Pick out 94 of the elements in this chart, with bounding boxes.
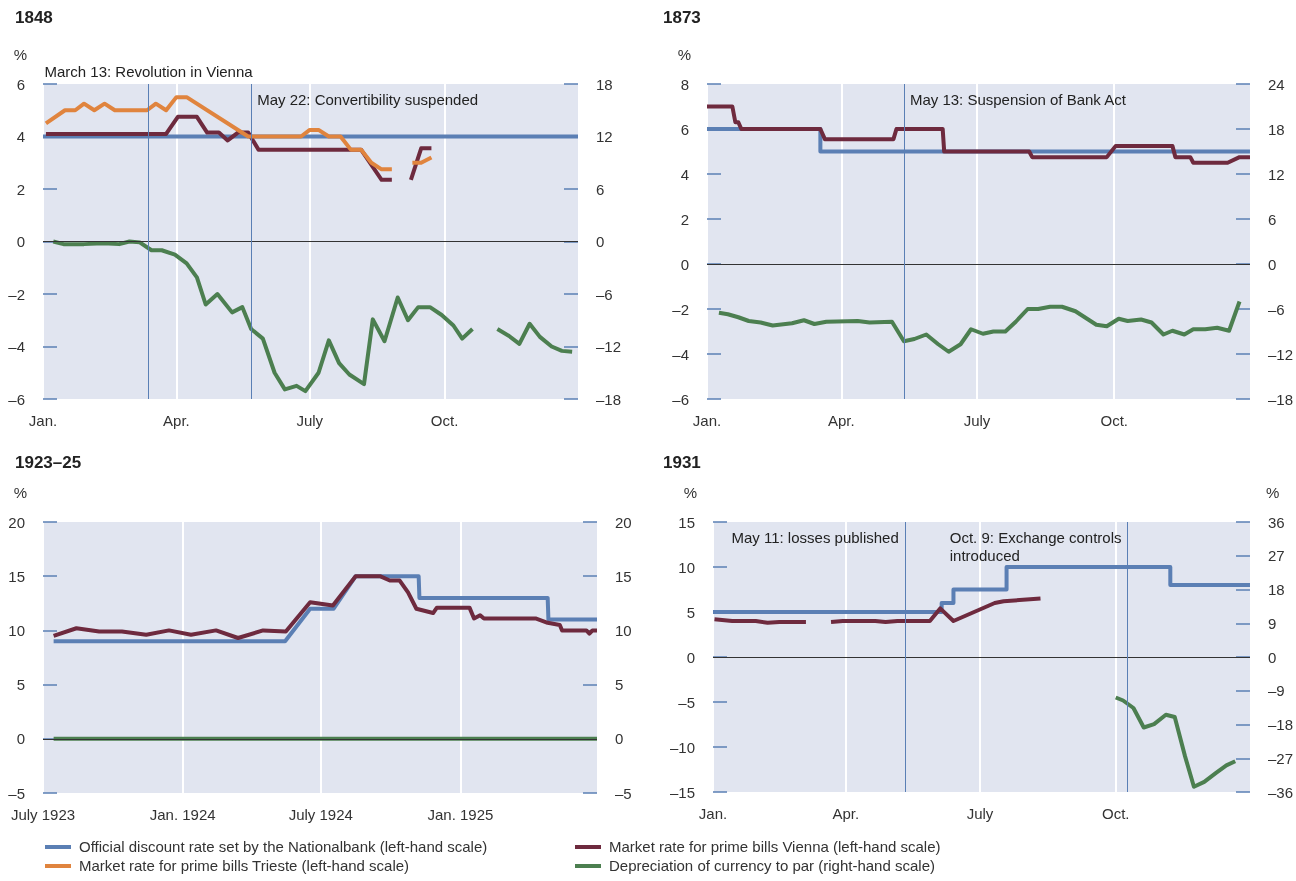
y-tick-label: –6 xyxy=(672,390,689,408)
y2-tick-label: 6 xyxy=(596,180,605,198)
x-tick-label: July 1924 xyxy=(288,806,353,823)
y2-tick-label: 12 xyxy=(1267,165,1285,183)
x-tick-label: Jan. xyxy=(698,805,728,822)
line-series xyxy=(1113,695,1238,789)
ref-line-label: March 13: Revolution in Vienna xyxy=(44,62,254,80)
y-tick-label: 15 xyxy=(8,567,25,585)
y2-tick-label: –36 xyxy=(1267,783,1293,801)
y2-tick-label: –18 xyxy=(1267,390,1293,408)
y2-tick-label: –18 xyxy=(596,390,622,408)
legend-label: Official discount rate set by the Nationalbank (left-hand scale) xyxy=(79,838,488,855)
y2-tick-label: 0 xyxy=(596,233,605,250)
x-tick-label: July xyxy=(296,412,324,429)
y-tick-label: 5 xyxy=(16,676,25,694)
x-tick-label: July xyxy=(966,805,994,822)
y-tick-label: 0 xyxy=(16,730,25,748)
y2-tick-label: 5 xyxy=(615,676,624,694)
ref-line-label: May 11: losses published xyxy=(731,528,899,546)
y-tick-label: 10 xyxy=(678,558,695,576)
y2-tick-label: 6 xyxy=(1267,210,1277,228)
x-tick-label: Jan. 1924 xyxy=(149,806,216,823)
y2-tick-label: –12 xyxy=(596,338,622,355)
y-tick-label: –5 xyxy=(8,784,25,802)
y2-tick-label: 10 xyxy=(615,621,632,639)
ref-line-label: May 13: Suspension of Bank Act xyxy=(909,90,1127,108)
y-tick-label: 10 xyxy=(8,621,25,639)
y-tick-label: 2 xyxy=(16,180,25,198)
y2-tick-label: 36 xyxy=(1267,513,1285,531)
legend-label: Market rate for prime bills Vienna (left-hand scale) xyxy=(609,838,941,855)
y-tick-label: 0 xyxy=(16,233,25,250)
y-tick-label: –2 xyxy=(672,300,689,318)
y-axis-title: % xyxy=(13,46,27,63)
y2-tick-label: –6 xyxy=(1267,300,1285,318)
y2-tick-label: –6 xyxy=(596,285,613,303)
x-tick-label: Jan. xyxy=(28,412,58,429)
y-tick-label: –15 xyxy=(669,783,695,801)
x-tick-label: Oct. xyxy=(1101,805,1130,822)
x-tick-label: Apr. xyxy=(163,412,190,429)
y-tick-label: 20 xyxy=(8,513,25,531)
y-tick-label: 5 xyxy=(686,603,695,621)
y2-tick-label: 27 xyxy=(1267,547,1285,565)
y-tick-label: 8 xyxy=(680,75,689,93)
y-tick-label: –4 xyxy=(672,345,689,363)
y2-tick-label: 20 xyxy=(615,513,632,531)
y2-tick-label: 9 xyxy=(1267,614,1277,632)
y2-tick-label: 0 xyxy=(1267,648,1277,666)
y-tick-label: –5 xyxy=(678,693,695,711)
y2-axis-title: % xyxy=(1265,484,1280,501)
y-tick-label: –10 xyxy=(669,738,695,756)
y-axis-title: % xyxy=(13,484,27,501)
y-tick-label: 15 xyxy=(678,513,695,531)
y2-tick-label: –9 xyxy=(1267,682,1285,700)
y2-tick-label: –27 xyxy=(1267,749,1293,767)
y-tick-label: –2 xyxy=(8,285,25,303)
y2-tick-label: 18 xyxy=(1267,120,1285,138)
y2-tick-label: 18 xyxy=(1267,581,1285,598)
y2-tick-label: 12 xyxy=(596,128,613,145)
ref-line-label: May 22: Convertibility suspended xyxy=(257,90,479,108)
y-tick-label: 6 xyxy=(16,75,25,93)
y-tick-label: –6 xyxy=(8,390,25,408)
legend-label: Market rate for prime bills Trieste (left-hand scale) xyxy=(79,857,410,874)
legend-label: Depreciation of currency to par (right-hand scale) xyxy=(609,857,935,874)
x-tick-label: July 1923 xyxy=(10,806,76,823)
y2-tick-label: 24 xyxy=(1267,75,1285,93)
y-tick-label: 2 xyxy=(680,210,689,228)
y-axis-title: % xyxy=(677,46,691,63)
x-tick-label: Apr. xyxy=(827,412,855,429)
chart-title: 1873 xyxy=(663,8,701,27)
line-series xyxy=(716,299,1242,354)
chart-title: 1923–25 xyxy=(15,453,82,472)
y2-tick-label: –12 xyxy=(1267,345,1293,363)
y2-tick-label: 15 xyxy=(615,567,632,585)
y-tick-label: –4 xyxy=(8,338,25,355)
x-tick-label: Jan. xyxy=(692,412,722,429)
x-tick-label: Jan. 1925 xyxy=(427,806,494,823)
y-axis-title: % xyxy=(683,484,697,501)
chart-title: 1848 xyxy=(15,8,53,27)
y2-tick-label: 18 xyxy=(596,75,613,93)
chart-title: 1931 xyxy=(663,453,701,472)
y2-tick-label: 0 xyxy=(1267,255,1277,273)
x-tick-label: July xyxy=(963,412,991,429)
x-tick-label: Apr. xyxy=(832,805,860,822)
ref-line-label: Oct. 9: Exchange controls introduced xyxy=(949,528,1122,564)
y-tick-label: 4 xyxy=(16,128,25,145)
y-tick-label: 0 xyxy=(680,255,689,273)
x-tick-label: Oct. xyxy=(1100,412,1128,429)
y-tick-label: 4 xyxy=(680,165,689,183)
x-tick-label: Oct. xyxy=(430,412,459,429)
y-tick-label: 6 xyxy=(680,120,689,138)
y2-tick-label: –18 xyxy=(1267,716,1293,733)
y2-tick-label: –5 xyxy=(615,784,632,802)
y-tick-label: 0 xyxy=(686,648,695,666)
y2-tick-label: 0 xyxy=(615,730,624,748)
